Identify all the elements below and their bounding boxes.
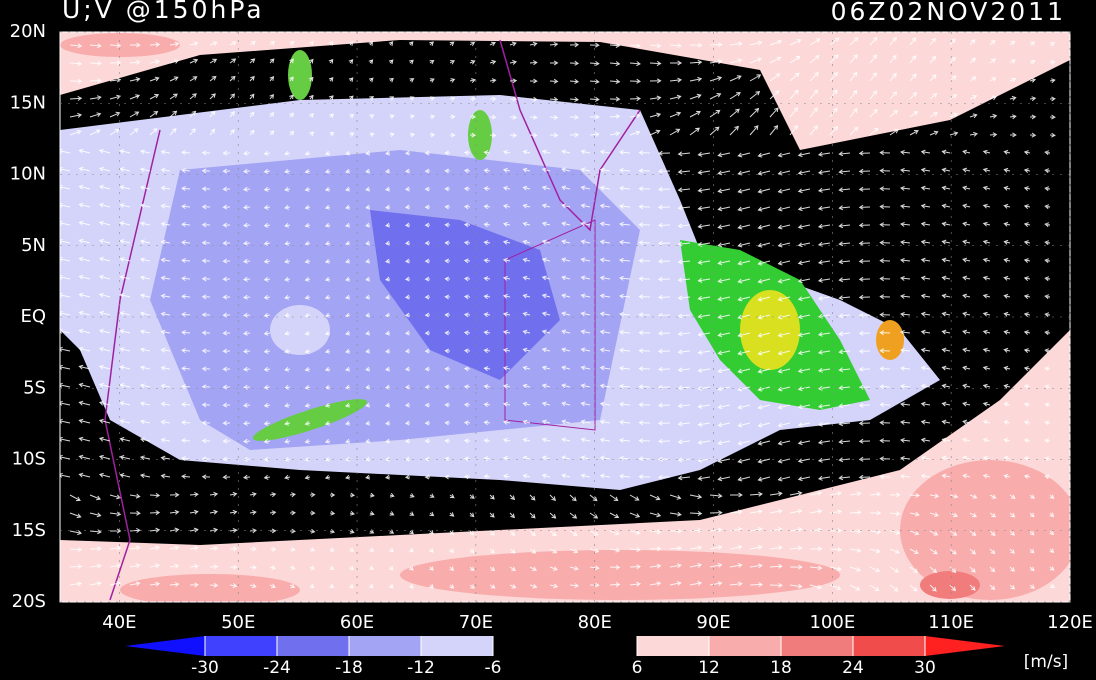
colorbar-segment	[277, 636, 349, 656]
lat-tick-label: 15N	[10, 92, 46, 113]
colorbar-label: -18	[335, 658, 363, 678]
colorbar-segment	[709, 636, 781, 656]
title: U;V @150hPa	[62, 0, 265, 24]
colorbar-segment	[205, 636, 277, 656]
lon-tick-label: 90E	[696, 612, 730, 633]
contour-fill	[370, 210, 560, 380]
colorbar-units: [m/s]	[1024, 652, 1068, 672]
lon-tick-label: 70E	[459, 612, 493, 633]
lat-tick-label: 10N	[10, 164, 46, 185]
lat-tick-label: 5N	[21, 235, 46, 256]
contour-fill	[270, 305, 330, 355]
contour-fill	[400, 550, 840, 600]
colorbar-segment	[637, 636, 709, 656]
colorbar-label: 18	[770, 658, 792, 678]
lat-tick-label: 20S	[12, 591, 46, 612]
lon-tick-label: 60E	[340, 612, 374, 633]
colorbar-label: -30	[191, 658, 219, 678]
convection	[740, 290, 800, 370]
colorbar-label: 12	[698, 658, 720, 678]
lat-tick-label: 10S	[12, 449, 46, 470]
timestamp: 06Z02NOV2011	[831, 0, 1066, 26]
wind-vectors	[60, 36, 1056, 592]
contour-fill	[900, 460, 1070, 600]
colorbar-label: -12	[407, 658, 435, 678]
colorbar-extend	[925, 636, 1005, 656]
colorbar-segment	[349, 636, 421, 656]
lat-tick-label: 20N	[10, 21, 46, 42]
lat-tick-label: 15S	[12, 520, 46, 541]
lat-tick-label: EQ	[20, 306, 46, 327]
convection	[876, 320, 904, 360]
convection	[288, 50, 312, 100]
convection	[468, 110, 492, 160]
colorbar-segment	[421, 636, 493, 656]
lon-tick-label: 100E	[809, 612, 855, 633]
colorbar-label: -6	[485, 658, 502, 678]
region-box	[504, 219, 596, 431]
coastline	[499, 39, 641, 232]
lon-tick-label: 80E	[578, 612, 612, 633]
colorbar-label: -24	[263, 658, 291, 678]
colorbar-segment	[853, 636, 925, 656]
contour-fill	[195, 178, 265, 222]
convection	[252, 399, 368, 441]
coastline	[104, 129, 161, 601]
colorbar-segment	[493, 636, 637, 656]
lon-tick-label: 110E	[928, 612, 974, 633]
contour-fill	[120, 574, 300, 602]
colorbar-label: 30	[914, 658, 936, 678]
lon-tick-label: 40E	[102, 612, 136, 633]
lon-tick-label: 50E	[221, 612, 255, 633]
colorbar-extend	[125, 636, 205, 656]
lat-tick-label: 5S	[23, 377, 46, 398]
colorbar-label: 6	[632, 658, 643, 678]
colorbar-label: 24	[842, 658, 864, 678]
lon-tick-label: 120E	[1047, 612, 1093, 633]
map-area	[59, 31, 1071, 603]
colorbar-segment	[781, 636, 853, 656]
